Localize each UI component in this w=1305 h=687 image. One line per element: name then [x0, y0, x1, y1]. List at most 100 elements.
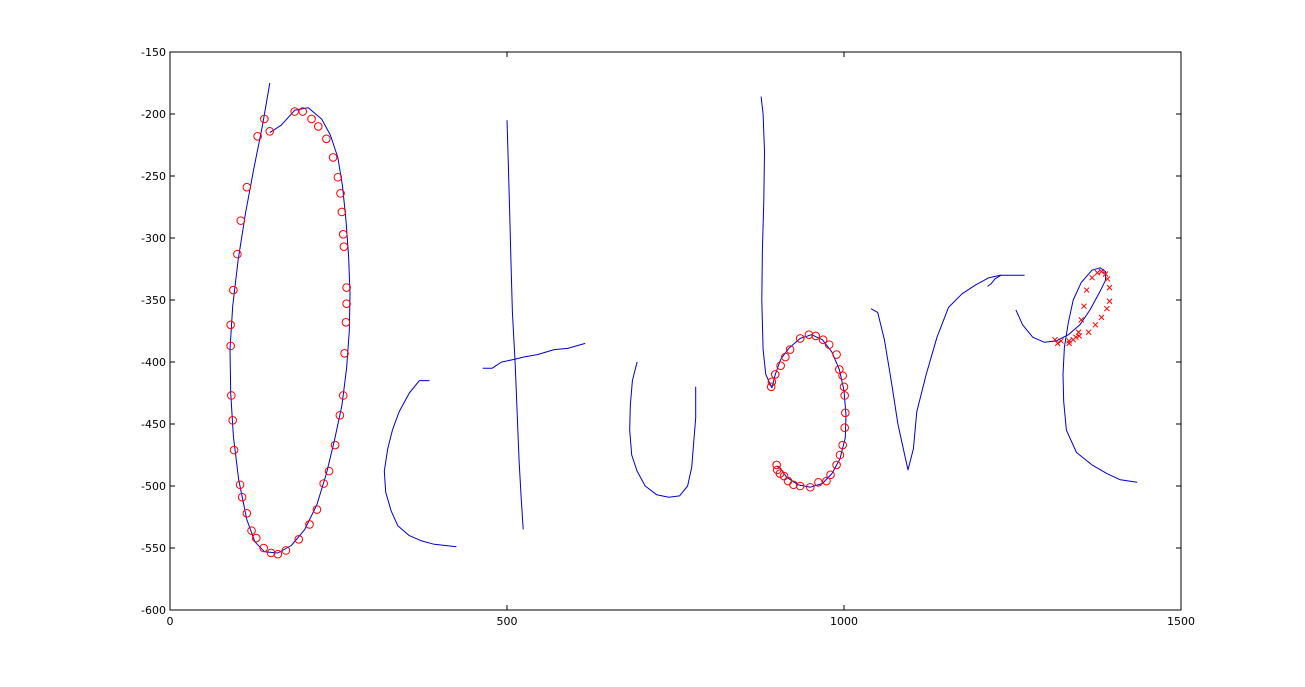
circle-marker [229, 285, 238, 295]
cross-marker [1075, 329, 1082, 336]
y-tick-label: -600 [141, 604, 166, 617]
circle-marker [227, 391, 236, 400]
pen-stroke-line [760, 96, 773, 389]
circle-marker [337, 207, 347, 217]
circle-marker [340, 349, 349, 358]
cross-marker [1085, 329, 1092, 336]
circle-marker [338, 229, 348, 239]
cross-marker [1066, 340, 1072, 347]
circle-marker [795, 334, 805, 343]
cross-marker [1052, 336, 1058, 343]
cross-marker [1094, 269, 1101, 276]
plot-area [226, 82, 1138, 559]
circle-marker [294, 535, 304, 544]
y-tick-label: -550 [141, 542, 166, 555]
circle-marker [226, 341, 235, 351]
circle-marker [832, 350, 841, 359]
circle-marker [838, 371, 847, 380]
circle-marker [766, 382, 776, 392]
circle-marker [835, 450, 845, 460]
pen-stroke-line [383, 380, 457, 548]
circle-marker [298, 107, 308, 116]
circle-marker [338, 391, 348, 400]
circle-marker [824, 340, 834, 349]
y-tick-label: -200 [141, 108, 166, 121]
circle-marker [806, 482, 815, 492]
y-tick-label: -450 [141, 418, 166, 431]
circle-marker [772, 460, 781, 470]
y-tick-label: -250 [141, 170, 166, 183]
circle-marker [832, 460, 841, 470]
circle-marker [265, 127, 275, 136]
circle-marker [840, 423, 849, 433]
circle-marker [242, 508, 252, 518]
circle-marker [795, 481, 805, 491]
cross-marker [1058, 338, 1064, 344]
circle-marker [259, 543, 268, 553]
circle-marker [273, 549, 283, 559]
pen-stroke-line [506, 120, 524, 530]
axis-ticks: 0 500 1000 1500 -150 -200 -250 -300 -350 -400 -450… [141, 46, 1195, 628]
cross-marker [1104, 305, 1110, 312]
circle-marker [281, 546, 291, 555]
y-tick-label: -150 [141, 46, 166, 59]
circle-marker [229, 445, 239, 455]
circle-marker [335, 411, 345, 420]
circle-marker [233, 249, 242, 259]
circle-marker [247, 526, 256, 535]
circle-marker [839, 382, 849, 392]
cross-marker [1098, 268, 1105, 275]
cross-marker [1092, 321, 1099, 328]
cross-marker [1106, 284, 1113, 291]
circle-marker [818, 335, 828, 344]
circle-marker [333, 172, 343, 182]
pen-stroke-line [629, 361, 697, 498]
circle-marker [814, 477, 823, 487]
cross-marker [1102, 271, 1109, 277]
circle-marker [840, 391, 849, 400]
circle-marker [266, 548, 276, 558]
y-tick-label: -300 [141, 232, 166, 245]
circle-marker [776, 361, 785, 371]
circle-marker [307, 114, 316, 124]
circle-marker [822, 476, 831, 486]
circle-marker [226, 320, 235, 330]
y-tick-label: -350 [141, 294, 166, 307]
circle-marker [342, 283, 351, 292]
axes-frame [169, 51, 1182, 611]
cross-marker [1054, 340, 1061, 347]
circle-marker [312, 505, 322, 514]
x-tick-label: 0 [167, 615, 174, 628]
circle-marker [251, 533, 261, 543]
y-tick-label: -400 [141, 356, 166, 369]
circle-marker [811, 331, 820, 341]
y-tick-label: -500 [141, 480, 166, 493]
circle-marker [253, 132, 262, 141]
circle-marker [336, 189, 345, 198]
circle-marker [328, 153, 338, 162]
circle-marker [841, 408, 850, 418]
circle-marker [767, 377, 777, 387]
circle-marker [330, 440, 340, 450]
circle-marker [785, 345, 795, 354]
circle-marker [236, 216, 246, 225]
cross-marker [1098, 314, 1105, 321]
x-tick-label: 1000 [830, 615, 858, 628]
circle-marker [319, 479, 328, 488]
circle-marker [838, 440, 847, 450]
circle-marker [826, 470, 835, 480]
cross-marker [1083, 287, 1090, 293]
cross-marker [1106, 298, 1113, 305]
circle-marker [313, 122, 323, 131]
x-tick-label: 1500 [1167, 615, 1195, 628]
circle-marker [305, 520, 314, 529]
circle-marker [339, 242, 349, 251]
cross-marker [1104, 276, 1111, 282]
circle-marker [342, 299, 351, 309]
circle-marker [341, 318, 351, 327]
cross-marker [1078, 316, 1085, 323]
circle-marker [804, 330, 814, 340]
pen-stroke-line [482, 342, 586, 369]
